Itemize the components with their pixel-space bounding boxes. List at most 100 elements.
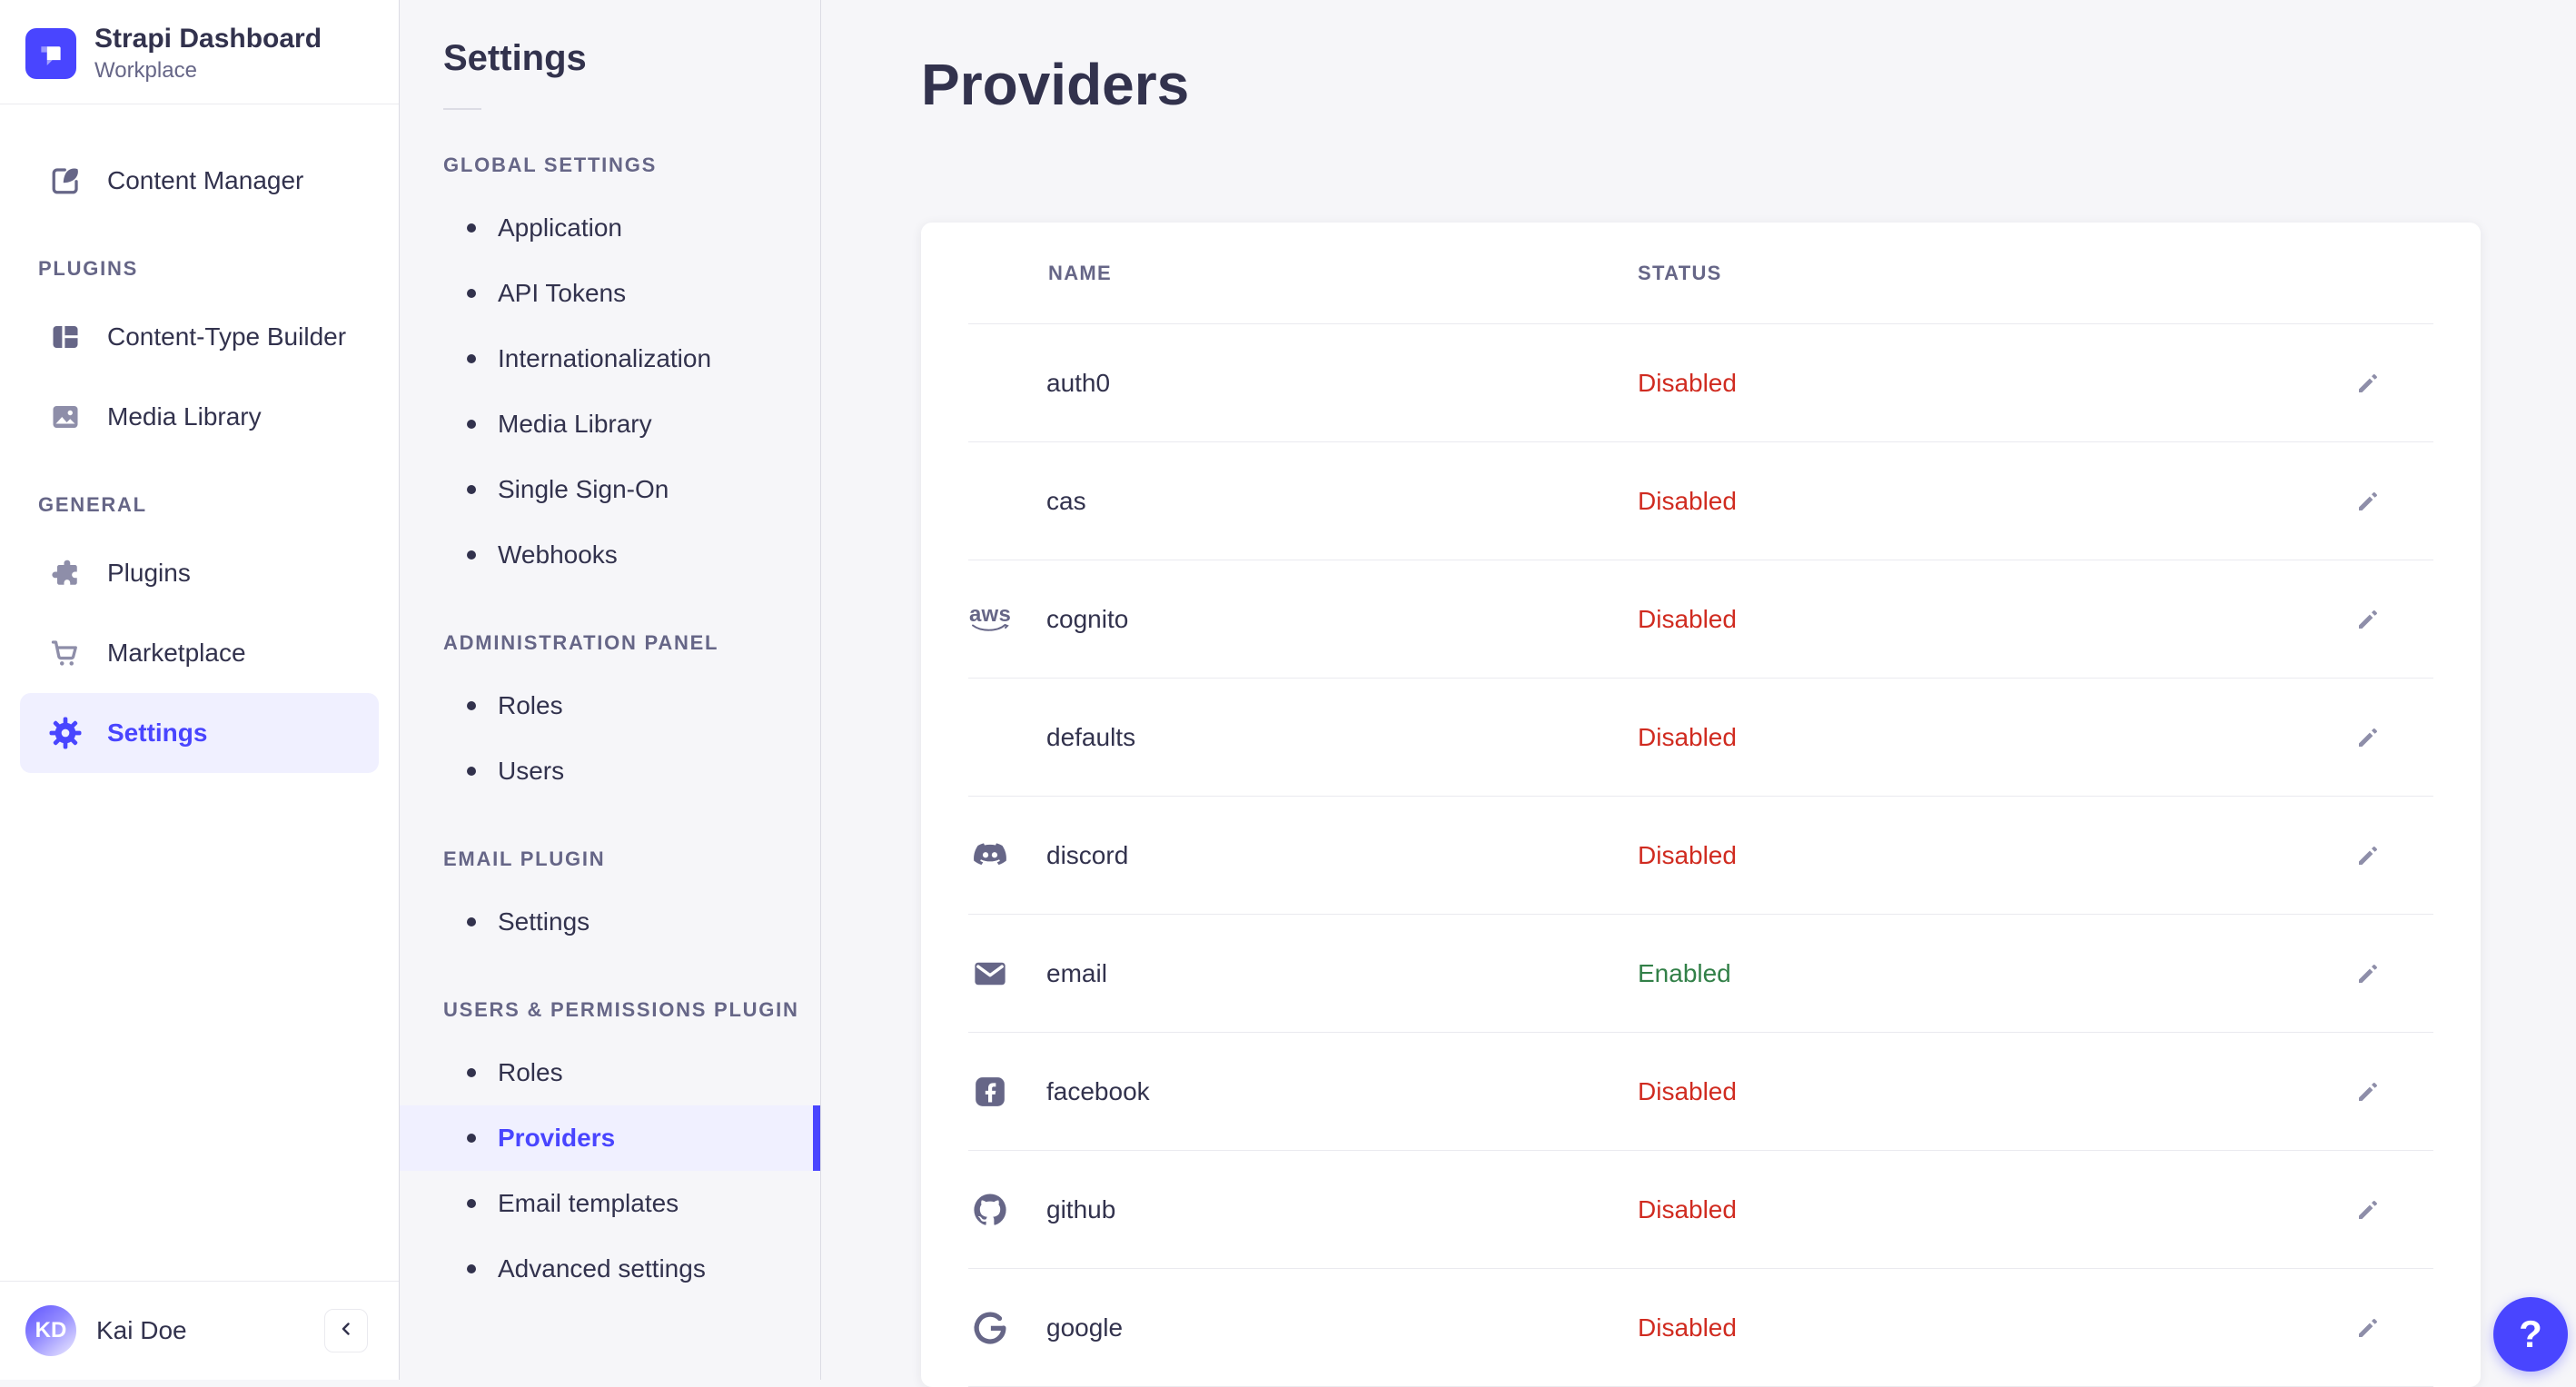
bullet-icon [467, 1068, 476, 1077]
provider-row-cas[interactable]: cas Disabled [921, 442, 2481, 560]
discord-icon [968, 836, 1012, 876]
app-title: Strapi Dashboard [94, 24, 322, 55]
subnav-item-label: Application [498, 213, 622, 243]
subnav-item-webhooks[interactable]: Webhooks [400, 522, 820, 588]
subnav-item-application[interactable]: Application [400, 195, 820, 261]
subnav-item-api-tokens[interactable]: API Tokens [400, 261, 820, 326]
sidebar-item-media-library[interactable]: Media Library [20, 377, 379, 457]
sidebar-section-plugins: PLUGINS [20, 221, 379, 297]
pencil-icon [2354, 370, 2382, 397]
google-icon [968, 1309, 1012, 1347]
github-icon [968, 1191, 1012, 1229]
sidebar-item-label: Settings [107, 718, 207, 748]
edit-provider-button[interactable] [2343, 948, 2393, 999]
layout-grid-icon [47, 321, 84, 353]
strapi-logo-icon [25, 28, 76, 79]
envelope-icon [968, 955, 1012, 993]
avatar[interactable]: KD [25, 1305, 76, 1356]
main-content: Providers NAME STATUS auth0 Disabled cas… [821, 0, 2576, 1380]
edit-provider-button[interactable] [2343, 1066, 2393, 1117]
subnav-item-single-sign-on[interactable]: Single Sign-On [400, 457, 820, 522]
subnav-item-label: Internationalization [498, 344, 711, 373]
provider-row-cognito[interactable]: aws cognito Disabled [921, 560, 2481, 679]
bullet-icon [467, 354, 476, 363]
subnav-group-email-plugin: EMAIL PLUGIN [443, 847, 820, 871]
sidebar-item-content-type-builder[interactable]: Content-Type Builder [20, 297, 379, 377]
column-header-status: STATUS [1638, 262, 1722, 285]
provider-row-discord[interactable]: discord Disabled [921, 797, 2481, 915]
subnav-item-label: Providers [498, 1124, 615, 1153]
provider-status: Disabled [1638, 369, 1737, 398]
subnav-item-label: Webhooks [498, 540, 618, 570]
sidebar-item-content-manager[interactable]: Content Manager [20, 141, 379, 221]
provider-row-email[interactable]: email Enabled [921, 915, 2481, 1033]
subnav-item-advanced-settings[interactable]: Advanced settings [400, 1236, 820, 1302]
provider-status: Disabled [1638, 841, 1737, 870]
feather-pen-icon [47, 164, 84, 197]
edit-provider-button[interactable] [2343, 358, 2393, 409]
sidebar-item-settings[interactable]: Settings [20, 693, 379, 773]
brand: Strapi Dashboard Workplace [0, 0, 399, 104]
bullet-icon [467, 767, 476, 776]
provider-row-google[interactable]: google Disabled [921, 1269, 2481, 1387]
provider-name: cas [1046, 487, 1086, 516]
help-button[interactable]: ? [2493, 1297, 2568, 1372]
edit-provider-button[interactable] [2343, 830, 2393, 881]
subnav-item-label: Settings [498, 907, 590, 936]
provider-status: Disabled [1638, 1195, 1737, 1224]
sidebar-item-marketplace[interactable]: Marketplace [20, 613, 379, 693]
provider-name: google [1046, 1313, 1123, 1342]
provider-name: cognito [1046, 605, 1128, 634]
subnav-item-label: Users [498, 757, 564, 786]
collapse-sidebar-button[interactable] [324, 1309, 368, 1352]
settings-subnav: Settings GLOBAL SETTINGS Application API… [400, 0, 821, 1380]
subnav-item-label: Roles [498, 691, 563, 720]
provider-row-defaults[interactable]: defaults Disabled [921, 679, 2481, 797]
edit-provider-button[interactable] [2343, 712, 2393, 763]
subnav-title-rule [443, 108, 481, 110]
main-sidebar: Strapi Dashboard Workplace Content Manag… [0, 0, 400, 1380]
edit-provider-button[interactable] [2343, 1303, 2393, 1353]
bullet-icon [467, 485, 476, 494]
subnav-item-label: Advanced settings [498, 1254, 706, 1283]
user-name: Kai Doe [96, 1316, 304, 1345]
edit-provider-button[interactable] [2343, 1184, 2393, 1235]
provider-name: auth0 [1046, 369, 1110, 398]
sidebar-item-plugins[interactable]: Plugins [20, 533, 379, 613]
subnav-item-up-roles[interactable]: Roles [400, 1040, 820, 1105]
subnav-item-admin-roles[interactable]: Roles [400, 673, 820, 738]
subnav-item-email-templates[interactable]: Email templates [400, 1171, 820, 1236]
sidebar-item-label: Content-Type Builder [107, 322, 346, 352]
subnav-item-label: Email templates [498, 1189, 679, 1218]
subnav-item-media-library[interactable]: Media Library [400, 391, 820, 457]
pencil-icon [2354, 1078, 2382, 1105]
provider-status: Disabled [1638, 1077, 1737, 1106]
bullet-icon [467, 223, 476, 233]
pencil-icon [2354, 842, 2382, 869]
pencil-icon [2354, 960, 2382, 987]
aws-logo-icon: aws [968, 606, 1012, 634]
subnav-item-internationalization[interactable]: Internationalization [400, 326, 820, 391]
provider-name: github [1046, 1195, 1115, 1224]
sidebar-section-general: GENERAL [20, 457, 379, 533]
provider-row-auth0[interactable]: auth0 Disabled [921, 324, 2481, 442]
bullet-icon [467, 420, 476, 429]
page-title: Providers [921, 47, 2481, 123]
sidebar-spacer [0, 773, 399, 1282]
edit-provider-button[interactable] [2343, 594, 2393, 645]
provider-name: email [1046, 959, 1107, 988]
sidebar-item-label: Content Manager [107, 166, 303, 195]
provider-row-github[interactable]: github Disabled [921, 1151, 2481, 1269]
sidebar-item-label: Media Library [107, 402, 262, 431]
subnav-item-admin-users[interactable]: Users [400, 738, 820, 804]
provider-name: discord [1046, 841, 1128, 870]
pencil-icon [2354, 1196, 2382, 1224]
bullet-icon [467, 1199, 476, 1208]
subnav-group-administration-panel: ADMINISTRATION PANEL [443, 631, 820, 655]
edit-provider-button[interactable] [2343, 476, 2393, 527]
provider-row-facebook[interactable]: facebook Disabled [921, 1033, 2481, 1151]
subnav-item-providers[interactable]: Providers [400, 1105, 820, 1171]
providers-table: NAME STATUS auth0 Disabled cas Disabled [921, 223, 2481, 1387]
subnav-item-email-settings[interactable]: Settings [400, 889, 820, 955]
